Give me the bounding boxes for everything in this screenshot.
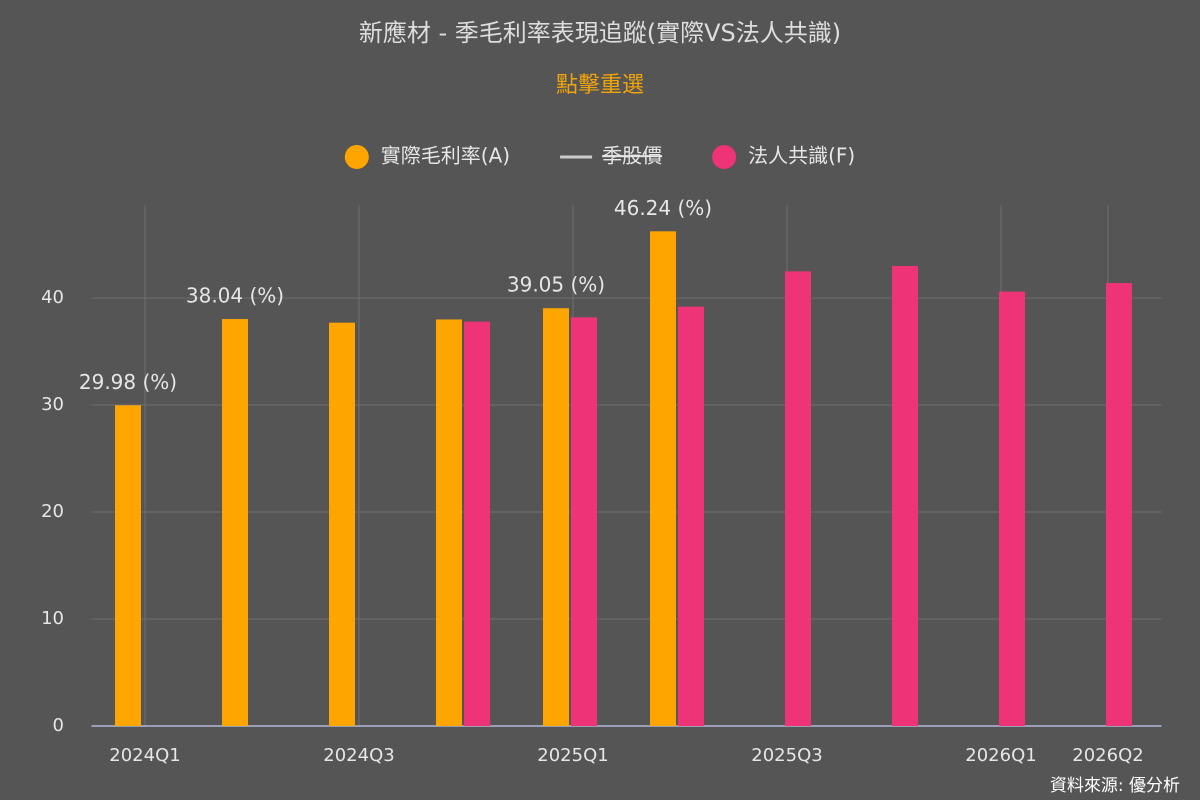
bar — [785, 271, 811, 726]
x-tick-label: 2025Q1 — [537, 745, 608, 766]
value-label: 38.04 (%) — [186, 284, 284, 308]
legend-symbol — [712, 145, 737, 169]
bar — [464, 321, 490, 726]
bar — [650, 231, 676, 727]
bar — [222, 319, 248, 726]
legend-label: 季股價 — [602, 144, 662, 168]
bar — [329, 322, 355, 726]
legend-item[interactable]: 法人共識(F) — [712, 144, 855, 170]
chart-subtitle[interactable]: 點擊重選 — [556, 73, 644, 98]
chart-title: 新應材 - 季毛利率表現追蹤(實際VS法人共識) — [359, 19, 841, 47]
legend-item[interactable]: 季股價 — [560, 144, 662, 168]
x-tick-label: 2026Q1 — [965, 745, 1036, 766]
value-label: 46.24 (%) — [614, 196, 712, 220]
y-tick-label: 40 — [41, 287, 64, 308]
value-label: 39.05 (%) — [507, 273, 605, 297]
value-label: 29.98 (%) — [79, 370, 177, 394]
bar — [999, 291, 1025, 726]
legend-symbol — [344, 145, 369, 169]
bar — [571, 317, 597, 726]
bar — [115, 405, 141, 726]
bar — [436, 319, 462, 726]
x-tick-label: 2024Q1 — [109, 745, 180, 766]
legend-item[interactable]: 實際毛利率(A) — [344, 144, 510, 170]
bar — [1106, 283, 1132, 726]
source-note: 資料來源: 優分析 — [1050, 776, 1180, 796]
bar — [543, 308, 569, 726]
x-tick-label: 2025Q3 — [751, 745, 822, 766]
legend-label: 實際毛利率(A) — [381, 144, 510, 168]
y-tick-label: 0 — [53, 715, 64, 736]
x-tick-label: 2026Q2 — [1072, 745, 1143, 766]
bar — [678, 306, 704, 726]
y-tick-label: 30 — [41, 394, 64, 415]
y-tick-label: 20 — [41, 501, 64, 522]
x-tick-label: 2024Q3 — [323, 745, 394, 766]
y-tick-label: 10 — [41, 608, 64, 629]
legend-label: 法人共識(F) — [748, 144, 855, 168]
bar — [892, 265, 918, 726]
